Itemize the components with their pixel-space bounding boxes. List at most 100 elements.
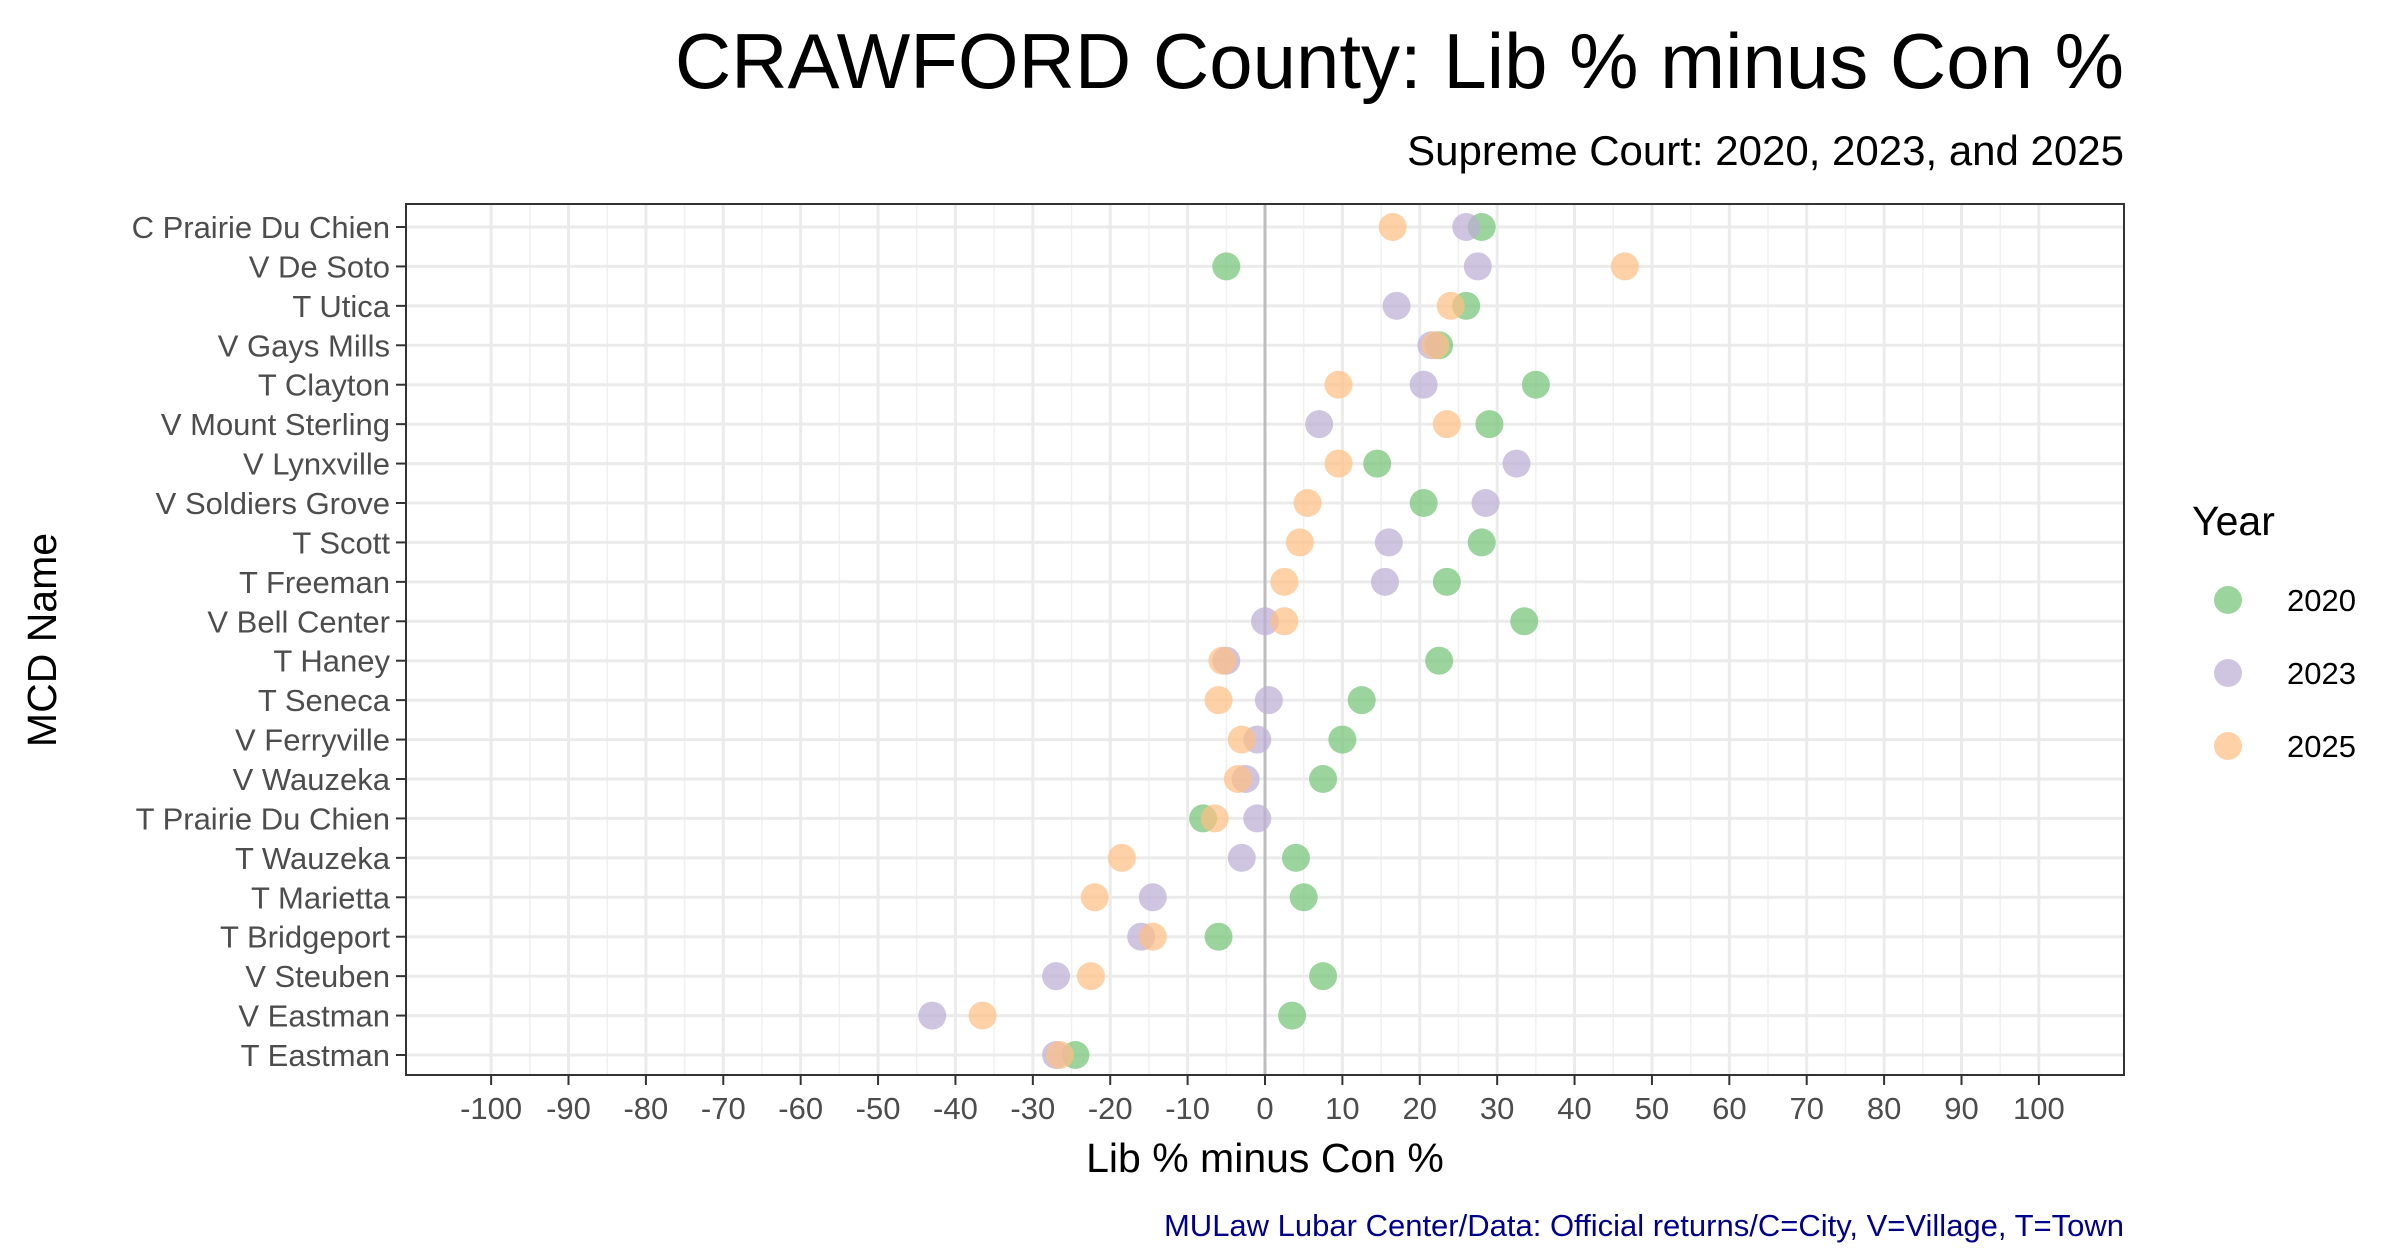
point-2020-t-scott [1467,528,1496,557]
point-2023-c-prairie-du-chien [1452,213,1481,241]
x-tick-label: 90 [1944,1091,1978,1126]
point-2020-t-freeman [1432,567,1461,596]
point-2023-t-wauzeka [1227,843,1256,872]
legend-label-2020: 2020 [2287,583,2356,618]
legend-label-2023: 2023 [2287,656,2356,691]
legend-title: Year [2192,498,2275,544]
legend-key-2023 [2214,659,2242,687]
y-tick-label: C Prairie Du Chien [132,210,390,245]
y-tick-label: V Bell Center [207,604,390,639]
chart-title: CRAWFORD County: Lib % minus Con % [675,17,2124,105]
point-2023-t-utica [1382,291,1411,320]
point-2023-t-clayton [1409,370,1438,399]
point-2025-t-utica [1436,291,1465,320]
x-tick-label: -10 [1165,1091,1210,1126]
y-tick-label: V Mount Sterling [161,407,390,442]
point-2025-t-clayton [1324,370,1353,399]
point-2023-t-scott [1374,528,1403,557]
y-axis-ticks: C Prairie Du Chien V De Soto T Utica V Gays… [132,210,406,1073]
point-2020-v-ferryville [1328,725,1357,754]
point-2020-t-clayton [1521,370,1550,399]
point-2020-t-seneca [1347,686,1376,715]
x-tick-label: 80 [1867,1091,1901,1126]
point-2025-v-mount-sterling [1432,410,1461,439]
point-2025-t-eastman [1045,1041,1074,1069]
x-axis-ticks: -100 -90 -80 -70 -60 -50 -40 -30 -20 -10 0 10 20 30 40… [460,1075,2065,1126]
point-2023-t-marietta [1138,883,1167,912]
point-2025-t-seneca [1204,686,1233,715]
y-tick-label: V Gays Mills [218,328,390,363]
point-2025-v-steuben [1076,962,1105,991]
point-2025-v-ferryville [1227,725,1256,754]
point-2025-c-prairie-du-chien [1378,213,1407,241]
x-tick-label: 60 [1712,1091,1746,1126]
legend-key-2025 [2214,732,2242,760]
point-2020-v-lynxville [1363,449,1392,478]
x-tick-label: -70 [701,1091,746,1126]
y-tick-label: V Ferryville [235,723,390,758]
point-2025-v-eastman [968,1001,997,1030]
y-axis-title: MCD Name [19,533,65,747]
point-2023-v-lynxville [1502,449,1531,478]
x-tick-label: -100 [460,1091,522,1126]
point-2025-v-lynxville [1324,449,1353,478]
point-2023-t-prairie-du-chien [1243,804,1272,833]
point-2020-v-soldiers-grove [1409,489,1438,517]
point-2020-v-wauzeka [1309,765,1338,793]
x-tick-label: 100 [2013,1091,2065,1126]
point-2020-t-wauzeka [1281,843,1310,872]
point-2025-v-de-soto [1610,252,1639,281]
y-tick-label: V Soldiers Grove [156,486,390,521]
point-2025-v-soldiers-grove [1293,489,1322,517]
point-2020-v-steuben [1309,962,1338,991]
x-tick-label: 30 [1480,1091,1514,1126]
y-tick-label: T Utica [292,289,390,324]
chart-subtitle: Supreme Court: 2020, 2023, and 2025 [1407,127,2124,174]
point-2020-t-haney [1425,646,1454,675]
legend: 2020 2023 2025 [2214,583,2356,764]
y-tick-label: T Haney [273,644,390,679]
point-2025-t-marietta [1080,883,1109,912]
x-tick-label: 70 [1789,1091,1823,1126]
x-tick-label: 0 [1256,1091,1273,1126]
y-tick-label: T Eastman [241,1038,390,1073]
x-tick-label: 10 [1325,1091,1359,1126]
x-tick-label: 40 [1557,1091,1591,1126]
point-2025-v-bell-center [1270,607,1299,636]
legend-label-2025: 2025 [2287,729,2356,764]
y-tick-label: T Freeman [239,565,390,600]
point-2025-t-wauzeka [1107,843,1136,872]
y-tick-label: T Clayton [258,368,390,403]
x-axis-title: Lib % minus Con % [1086,1135,1444,1181]
point-2023-t-freeman [1370,567,1399,596]
point-2023-v-de-soto [1463,252,1492,281]
chart-caption: MULaw Lubar Center/Data: Official return… [1164,1208,2124,1243]
y-tick-label: T Scott [292,525,390,560]
point-2025-v-wauzeka [1223,765,1252,793]
point-2025-v-gays-mills [1421,331,1450,360]
y-tick-label: T Marietta [251,880,391,915]
legend-key-2020 [2214,586,2242,614]
data-points [918,213,1639,1069]
y-tick-label: T Prairie Du Chien [136,801,390,836]
x-tick-label: -30 [1010,1091,1055,1126]
y-tick-label: V Lynxville [243,447,390,482]
x-tick-label: -50 [856,1091,901,1126]
y-tick-label: V Wauzeka [233,762,391,797]
y-tick-label: T Bridgeport [220,920,390,955]
y-tick-label: V De Soto [249,249,390,284]
x-tick-label: -80 [623,1091,668,1126]
y-tick-label: T Wauzeka [235,841,391,876]
point-2023-v-eastman [918,1001,947,1030]
x-tick-label: -20 [1088,1091,1133,1126]
y-tick-label: T Seneca [258,683,391,718]
point-2023-t-seneca [1254,686,1283,715]
point-2020-t-marietta [1289,883,1318,912]
point-2025-t-haney [1208,646,1237,675]
point-2025-t-bridgeport [1138,922,1167,951]
point-2020-v-de-soto [1212,252,1241,281]
point-2023-v-bell-center [1251,607,1279,636]
point-2023-v-soldiers-grove [1471,489,1500,517]
point-2020-v-bell-center [1510,607,1539,636]
